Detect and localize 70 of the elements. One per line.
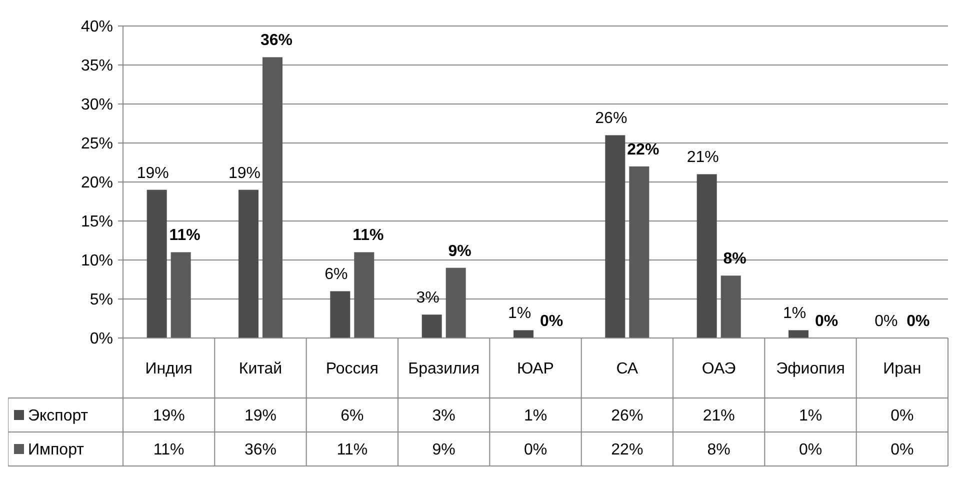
legend-label: Экспорт — [28, 408, 89, 425]
data-label: 19% — [152, 408, 185, 425]
bar — [514, 330, 534, 338]
text: 9% — [448, 242, 472, 260]
x-tick-label: ЮАР — [517, 360, 554, 378]
bar — [146, 190, 167, 338]
x-tick-label: ОАЭ — [702, 360, 736, 378]
text: 19% — [136, 164, 169, 182]
data-label: 19% — [244, 408, 277, 425]
y-tick-label: 5% — [90, 292, 113, 309]
x-tick-label: СА — [616, 360, 638, 378]
y-tick-label: 20% — [80, 174, 113, 192]
x-tick-label: Бразилия — [408, 360, 480, 378]
bar — [720, 276, 741, 338]
bar — [696, 174, 717, 338]
text: 0% — [874, 313, 898, 330]
data-label: 1% — [524, 408, 548, 425]
data-label: 0% — [890, 408, 914, 425]
x-tick-label: Эфиопия — [776, 360, 845, 378]
text: 21% — [686, 149, 719, 166]
data-label: 6% — [340, 408, 364, 425]
y-tick-label: 25% — [80, 136, 113, 153]
data-label: 9% — [432, 442, 456, 459]
data-label: 3% — [432, 408, 456, 425]
bar — [330, 291, 350, 338]
bar — [238, 190, 258, 338]
data-label: 0% — [798, 442, 822, 459]
text: 1% — [782, 305, 806, 322]
legend-label: Импорт — [28, 442, 85, 459]
data-label: 11% — [153, 442, 184, 459]
text: 36% — [260, 32, 293, 50]
bar — [422, 314, 442, 338]
bar — [788, 330, 808, 338]
data-label: 26% — [611, 408, 644, 425]
text: 11% — [352, 227, 384, 244]
text: 8% — [723, 250, 746, 268]
text: 6% — [324, 266, 348, 284]
bar — [354, 252, 374, 338]
text: 11% — [169, 227, 200, 244]
text: 0% — [540, 313, 564, 330]
x-tick-label: Китай — [238, 360, 282, 378]
data-label: 11% — [336, 442, 368, 459]
bar — [605, 135, 626, 338]
data-label: 21% — [702, 408, 735, 425]
text: 22% — [627, 141, 660, 158]
y-tick-label: 10% — [80, 252, 113, 270]
text: 3% — [416, 290, 440, 307]
bar — [446, 268, 466, 338]
data-label: 0% — [890, 442, 914, 459]
y-tick-label: 30% — [80, 96, 113, 114]
text: 0% — [814, 313, 838, 330]
bar — [262, 57, 282, 338]
data-label: 0% — [524, 442, 548, 459]
y-tick-label: 15% — [80, 214, 113, 231]
text: 0% — [906, 313, 930, 330]
data-label: 1% — [798, 408, 822, 425]
data-label: 8% — [707, 442, 730, 459]
x-tick-label: Иран — [883, 360, 922, 378]
y-tick-label: 35% — [80, 58, 113, 75]
data-label: 22% — [611, 442, 644, 459]
x-tick-label: Индия — [145, 360, 192, 378]
text: 1% — [508, 305, 532, 322]
bar — [629, 166, 650, 338]
bar — [170, 252, 191, 338]
text: 19% — [228, 164, 261, 182]
text: 26% — [595, 110, 628, 128]
x-tick-label: Россия — [326, 360, 378, 378]
data-label: 36% — [244, 442, 277, 459]
y-tick-label: 0% — [90, 330, 113, 348]
y-tick-label: 40% — [80, 18, 113, 36]
